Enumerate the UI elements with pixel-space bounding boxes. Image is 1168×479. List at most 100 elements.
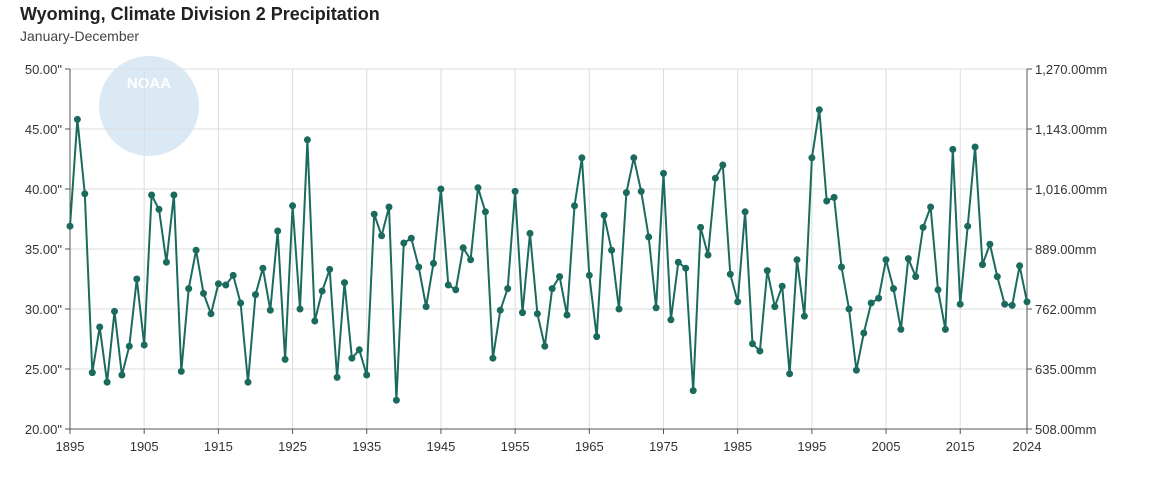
data-point[interactable] (348, 354, 356, 362)
data-point[interactable] (214, 280, 222, 288)
data-point[interactable] (845, 305, 853, 313)
data-point[interactable] (363, 371, 371, 379)
data-point[interactable] (289, 202, 297, 210)
data-point[interactable] (1008, 301, 1016, 309)
data-point[interactable] (259, 264, 267, 272)
data-point[interactable] (882, 256, 890, 264)
data-point[interactable] (118, 371, 126, 379)
data-point[interactable] (318, 287, 326, 295)
data-point[interactable] (303, 136, 311, 144)
data-point[interactable] (444, 281, 452, 289)
data-point[interactable] (66, 222, 74, 230)
data-point[interactable] (155, 205, 163, 213)
data-point[interactable] (378, 232, 386, 240)
data-point[interactable] (170, 191, 178, 199)
data-point[interactable] (162, 258, 170, 266)
data-point[interactable] (823, 197, 831, 205)
data-point[interactable] (88, 369, 96, 377)
data-point[interactable] (875, 294, 883, 302)
data-point[interactable] (274, 227, 282, 235)
data-point[interactable] (556, 273, 564, 281)
data-point[interactable] (281, 355, 289, 363)
data-point[interactable] (133, 275, 141, 283)
data-point[interactable] (148, 191, 156, 199)
data-point[interactable] (860, 329, 868, 337)
data-point[interactable] (660, 169, 667, 177)
data-point[interactable] (244, 378, 252, 386)
data-point[interactable] (519, 309, 526, 317)
data-point[interactable] (81, 190, 89, 198)
data-point[interactable] (571, 202, 578, 210)
data-point[interactable] (125, 342, 133, 350)
data-point[interactable] (949, 145, 957, 153)
data-point[interactable] (548, 285, 556, 293)
data-point[interactable] (956, 300, 964, 308)
data-point[interactable] (793, 256, 801, 264)
data-point[interactable] (96, 323, 104, 331)
data-point[interactable] (904, 255, 912, 263)
data-point[interactable] (786, 370, 794, 378)
data-point[interactable] (808, 154, 816, 162)
data-point[interactable] (897, 325, 905, 333)
data-point[interactable] (741, 208, 749, 216)
data-point[interactable] (986, 240, 994, 248)
data-point[interactable] (474, 184, 482, 192)
data-point[interactable] (912, 273, 920, 281)
data-point[interactable] (971, 143, 979, 151)
data-point[interactable] (326, 265, 334, 273)
data-point[interactable] (207, 310, 215, 318)
data-point[interactable] (622, 189, 630, 197)
data-point[interactable] (1023, 298, 1031, 306)
data-point[interactable] (496, 306, 504, 314)
data-point[interactable] (407, 234, 415, 242)
data-point[interactable] (964, 222, 972, 230)
data-point[interactable] (73, 115, 81, 123)
data-point[interactable] (585, 271, 593, 279)
data-point[interactable] (704, 251, 712, 259)
data-point[interactable] (993, 273, 1001, 281)
data-point[interactable] (467, 256, 475, 264)
data-point[interactable] (593, 333, 601, 341)
data-point[interactable] (830, 193, 838, 201)
data-point[interactable] (615, 305, 623, 313)
data-point[interactable] (600, 211, 608, 219)
data-point[interactable] (200, 289, 207, 297)
data-point[interactable] (756, 347, 764, 355)
data-point[interactable] (526, 229, 534, 237)
data-point[interactable] (763, 267, 771, 275)
data-point[interactable] (541, 342, 549, 350)
data-point[interactable] (630, 154, 638, 162)
data-point[interactable] (504, 285, 512, 293)
data-point[interactable] (266, 306, 274, 314)
data-point[interactable] (719, 161, 727, 169)
data-point[interactable] (237, 299, 245, 307)
data-point[interactable] (333, 373, 341, 381)
data-point[interactable] (400, 239, 408, 247)
data-point[interactable] (645, 233, 653, 241)
data-point[interactable] (533, 310, 541, 318)
data-point[interactable] (578, 154, 586, 162)
data-point[interactable] (800, 312, 808, 320)
data-point[interactable] (111, 307, 118, 315)
data-point[interactable] (890, 285, 897, 293)
data-point[interactable] (103, 378, 111, 386)
data-point[interactable] (341, 279, 348, 287)
data-point[interactable] (682, 264, 690, 272)
data-point[interactable] (689, 387, 697, 395)
data-point[interactable] (852, 366, 860, 374)
data-point[interactable] (481, 208, 489, 216)
data-point[interactable] (563, 311, 571, 319)
data-point[interactable] (296, 305, 304, 313)
data-point[interactable] (867, 299, 875, 307)
data-point[interactable] (941, 325, 949, 333)
data-point[interactable] (437, 185, 445, 193)
data-point[interactable] (734, 298, 742, 306)
data-point[interactable] (422, 303, 430, 311)
data-point[interactable] (370, 210, 378, 218)
data-point[interactable] (815, 106, 823, 114)
data-point[interactable] (1016, 262, 1024, 270)
data-point[interactable] (392, 396, 400, 404)
data-point[interactable] (415, 263, 423, 271)
data-point[interactable] (711, 174, 719, 182)
data-point[interactable] (452, 286, 460, 294)
